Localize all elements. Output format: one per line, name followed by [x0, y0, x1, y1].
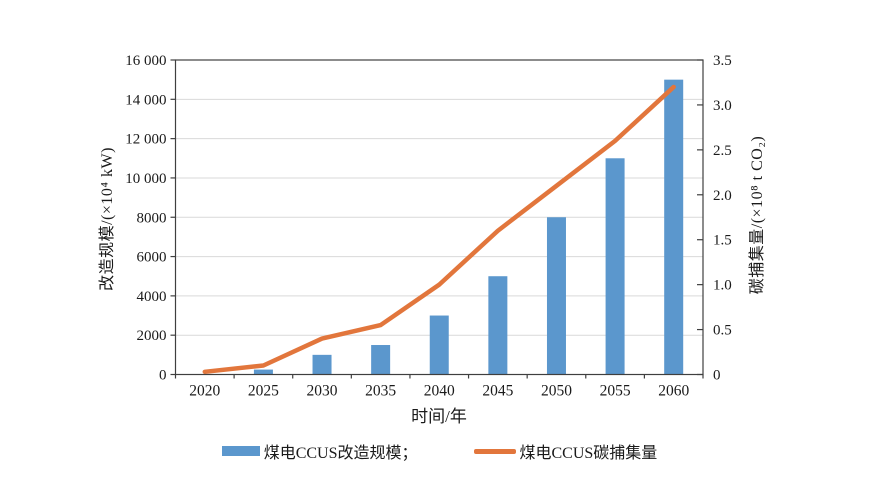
x-axis-tick-label: 2035 — [365, 383, 396, 400]
legend-label-bar-series: 煤电CCUS改造规模； — [263, 445, 418, 462]
x-axis-tick-label: 2020 — [189, 383, 220, 400]
left-axis-tick-label: 4000 — [137, 289, 167, 305]
right-axis-tick-label: 3.0 — [713, 98, 732, 114]
left-axis-tick-label: 0 — [159, 368, 167, 384]
right-axis-tick-label: 1.0 — [713, 278, 732, 294]
left-axis-tick-label: 10 000 — [125, 171, 166, 187]
left-axis-tick-label: 8000 — [137, 210, 167, 226]
line-series-swatch — [473, 448, 516, 454]
x-axis-title: 时间/年 — [411, 407, 467, 426]
right-axis-title: 碳捕集量/(×10⁸ t CO₂) — [749, 135, 766, 295]
x-axis-tick-label: 2045 — [482, 383, 513, 400]
left-axis-title: 改造规模/(×10⁴ kW) — [99, 147, 116, 291]
x-axis-tick-label: 2060 — [658, 383, 689, 400]
bar-2025 — [253, 369, 273, 375]
x-axis-tick-label: 2055 — [600, 383, 631, 400]
legend-item-line-series: 煤电CCUS碳捕集量 — [473, 439, 658, 463]
bar-2055 — [605, 158, 625, 375]
right-axis-tick-label: 0.5 — [713, 323, 732, 339]
bar-series-swatch — [221, 446, 260, 456]
left-axis-tick-label: 6000 — [137, 250, 167, 266]
legend: 煤电CCUS改造规模； 煤电CCUS碳捕集量 — [0, 438, 879, 464]
x-axis-tick-label: 2025 — [248, 383, 279, 400]
bar-2050 — [546, 217, 566, 375]
left-axis-tick-label: 16 000 — [125, 53, 166, 69]
right-axis-tick-label: 2.5 — [713, 143, 732, 159]
bar-2060 — [664, 79, 684, 375]
bar-2035 — [371, 345, 391, 375]
bar-2045 — [488, 276, 508, 375]
bar-2030 — [312, 354, 332, 375]
right-axis-tick-label: 3.5 — [713, 53, 732, 69]
right-axis-tick-label: 2.0 — [713, 188, 732, 204]
legend-label-line-series: 煤电CCUS碳捕集量 — [519, 445, 658, 462]
left-axis-tick-label: 12 000 — [125, 132, 166, 148]
trend-line — [202, 84, 676, 375]
legend-item-bar-series: 煤电CCUS改造规模； — [221, 439, 418, 463]
x-axis-tick-label: 2040 — [424, 383, 455, 400]
x-axis-tick-label: 2030 — [307, 383, 338, 400]
left-axis-tick-label: 14 000 — [125, 92, 166, 108]
x-axis-tick-label: 2050 — [541, 383, 572, 400]
left-axis-tick-label: 2000 — [137, 328, 167, 344]
bar-2040 — [429, 315, 449, 375]
right-axis-tick-label: 1.5 — [713, 233, 732, 249]
right-axis-tick-label: 0 — [713, 368, 721, 384]
